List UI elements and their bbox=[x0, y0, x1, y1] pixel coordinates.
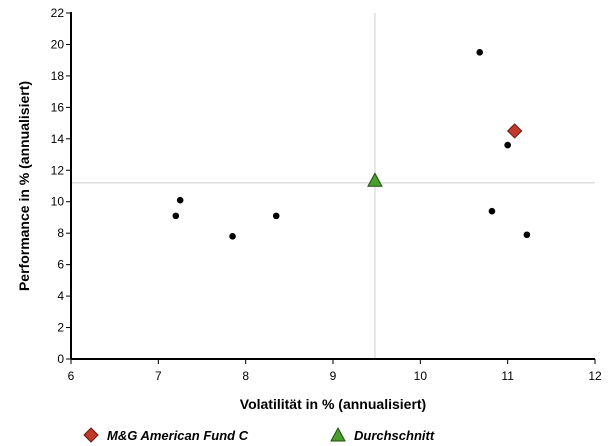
x-tick-label: 8 bbox=[242, 369, 249, 383]
scatter-point bbox=[172, 212, 180, 220]
scatter-point bbox=[272, 212, 280, 220]
fund-point-diamond bbox=[506, 123, 523, 139]
x-tick-label: 9 bbox=[330, 369, 337, 383]
scatter-point bbox=[176, 196, 184, 204]
legend-average-marker bbox=[330, 426, 346, 442]
legend-fund-label: M&G American Fund C bbox=[107, 428, 249, 443]
y-tick-label: 2 bbox=[57, 321, 64, 335]
x-tick-label: 6 bbox=[68, 369, 75, 383]
x-tick-label: 10 bbox=[414, 369, 428, 383]
scatter-point bbox=[488, 207, 496, 215]
scatter-point bbox=[476, 49, 484, 56]
scatter-point bbox=[229, 233, 236, 240]
x-tick-label: 7 bbox=[155, 369, 162, 383]
y-tick-label: 6 bbox=[57, 258, 64, 272]
legend-average-label: Durchschnitt bbox=[354, 428, 435, 443]
x-tick-label: 12 bbox=[588, 369, 602, 383]
axes: 0 2 4 6 8 10 12 14 16 18 20 22 6 7 8 9 10 11 12 bbox=[51, 6, 602, 383]
reference-lines bbox=[71, 13, 595, 359]
y-tick-label: 18 bbox=[51, 69, 65, 83]
average-point-triangle bbox=[367, 172, 383, 187]
y-tick-label: 20 bbox=[51, 37, 65, 51]
y-tick-label: 8 bbox=[57, 226, 64, 240]
scatter-point bbox=[504, 141, 511, 149]
y-tick-label: 12 bbox=[51, 163, 65, 177]
legend: M&G American Fund C Durchschnitt bbox=[83, 426, 435, 443]
scatter-point bbox=[523, 231, 531, 239]
y-tick-label: 4 bbox=[57, 289, 64, 303]
y-tick-label: 10 bbox=[51, 195, 65, 209]
y-tick-label: 16 bbox=[51, 100, 65, 114]
data-points bbox=[172, 49, 531, 240]
y-axis-title: Performance in % (annualisiert) bbox=[16, 81, 32, 291]
y-tick-label: 22 bbox=[51, 6, 65, 20]
y-tick-label: 0 bbox=[57, 352, 64, 366]
legend-fund-marker bbox=[83, 427, 99, 443]
y-tick-label: 14 bbox=[51, 132, 65, 146]
x-tick-label: 11 bbox=[501, 369, 514, 383]
x-axis-title: Volatilität in % (annualisiert) bbox=[240, 396, 426, 412]
